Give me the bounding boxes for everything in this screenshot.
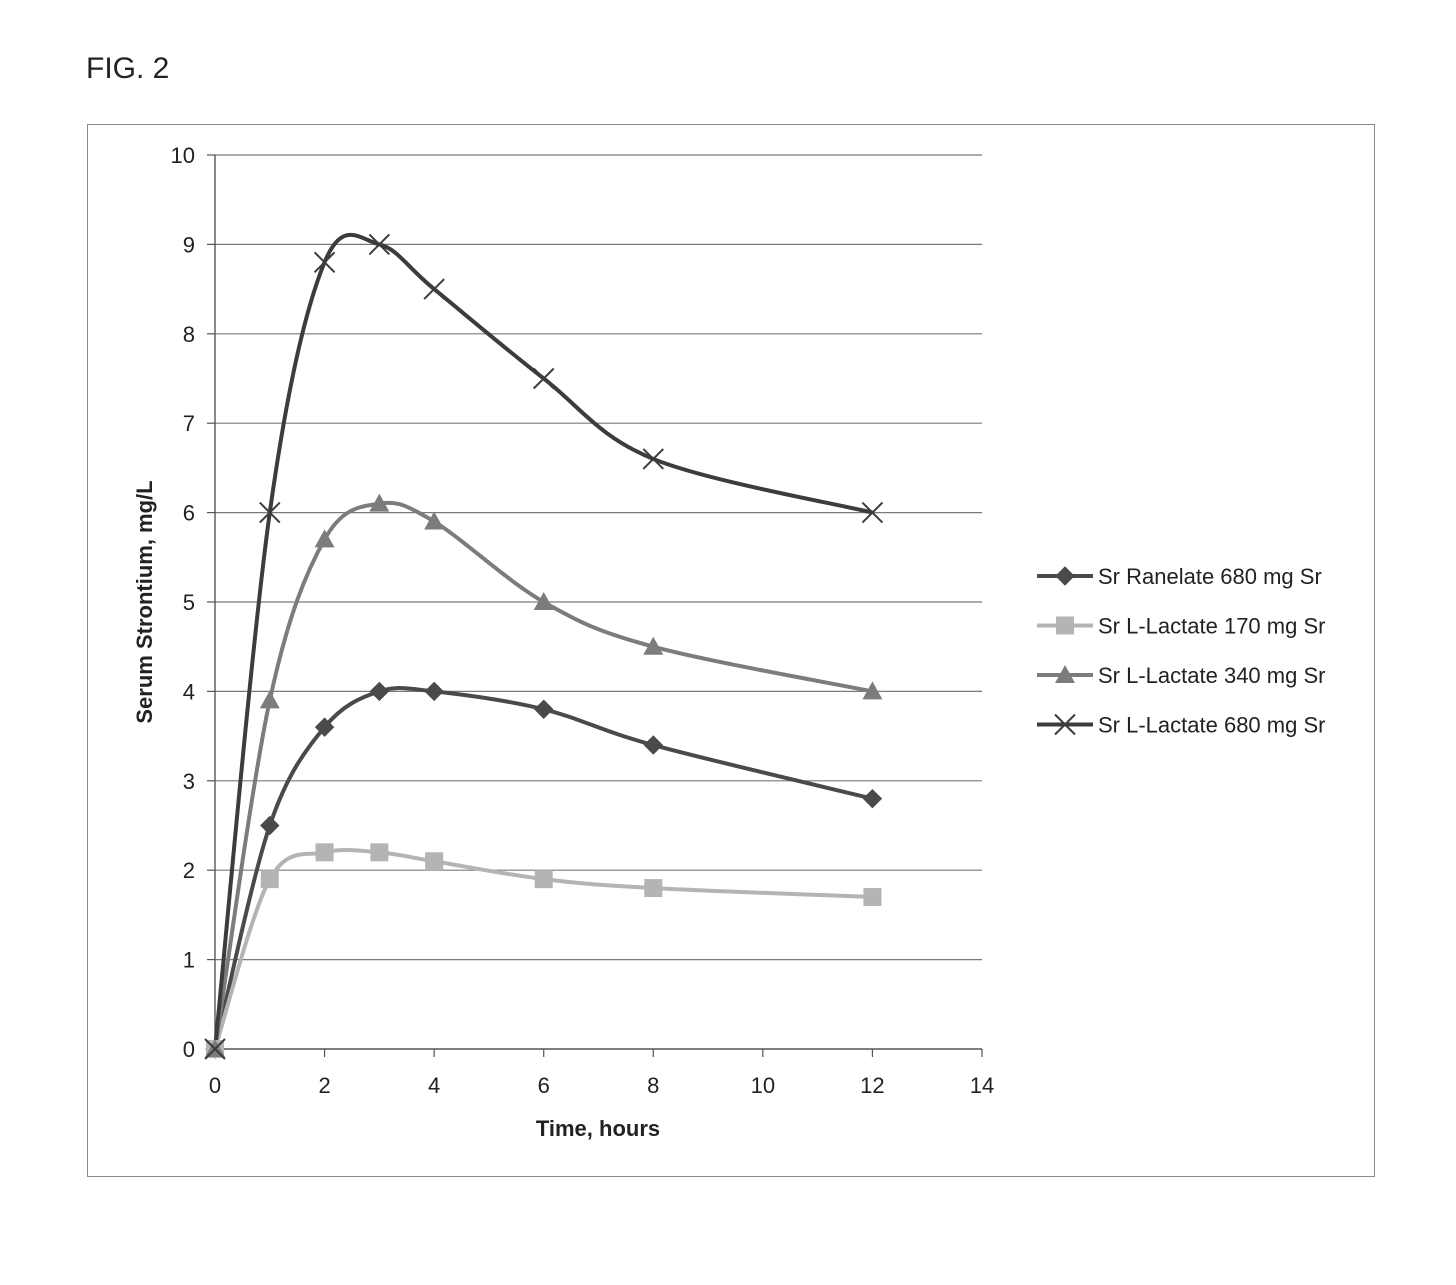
y-tick-label: 6	[183, 501, 195, 526]
y-axis-title: Serum Strontium, mg/L	[132, 480, 157, 723]
data-point-x	[533, 367, 555, 390]
data-point-triangle	[314, 529, 335, 548]
legend-marker-x	[1054, 713, 1076, 736]
y-tick-label: 3	[183, 769, 195, 794]
y-tick-label: 1	[183, 948, 195, 973]
y-tick-label: 10	[171, 143, 195, 168]
legend: Sr Ranelate 680 mg Sr Sr L-Lactate 170 mg…	[1037, 564, 1325, 738]
y-tick-label: 7	[183, 411, 195, 436]
x-axis-title: Time, hours	[536, 1116, 660, 1141]
series-lines	[213, 232, 873, 1050]
figure-label: FIG. 2	[86, 52, 170, 85]
x-tick-label: 10	[751, 1073, 775, 1098]
data-point-triangle	[862, 681, 883, 700]
data-point-square	[425, 852, 444, 871]
data-point-square	[260, 870, 279, 889]
x-tick-label: 8	[647, 1073, 659, 1098]
data-point-x	[861, 501, 884, 524]
data-point-triangle	[643, 636, 664, 655]
data-point-x	[259, 501, 281, 524]
x-tick-label: 14	[970, 1073, 994, 1098]
y-tick-label: 4	[183, 679, 195, 704]
legend-label: Sr Ranelate 680 mg Sr	[1098, 564, 1322, 589]
legend-marker-diamond	[1055, 566, 1075, 586]
data-point-diamond	[643, 735, 663, 755]
data-point-square	[534, 870, 553, 889]
grid-lines	[215, 154, 982, 961]
data-point-square	[644, 879, 663, 898]
data-point-diamond	[314, 717, 335, 737]
chart-frame	[87, 124, 1375, 1177]
data-point-diamond	[424, 681, 444, 702]
data-point-triangle	[369, 493, 390, 512]
x-tick-label: 0	[209, 1073, 221, 1098]
x-tick-label: 6	[538, 1073, 550, 1098]
legend-label: Sr L-Lactate 170 mg Sr	[1098, 614, 1325, 639]
y-tick-label: 8	[183, 322, 195, 347]
data-point-x	[642, 448, 664, 470]
y-tick-label: 0	[183, 1037, 195, 1062]
legend-label: Sr L-Lactate 680 mg Sr	[1098, 713, 1325, 738]
data-point-diamond	[534, 699, 554, 719]
data-point-x	[313, 251, 336, 273]
data-point-square	[863, 888, 882, 907]
x-tick-label: 4	[428, 1073, 440, 1098]
legend-marker-triangle	[1055, 665, 1075, 683]
data-point-triangle	[259, 690, 280, 709]
legend-marker-square	[1056, 616, 1074, 635]
data-point-diamond	[369, 681, 390, 702]
series-markers	[204, 233, 884, 1060]
data-point-square	[370, 843, 389, 862]
x-tick-label: 12	[860, 1073, 884, 1098]
series-line-x	[213, 232, 873, 1050]
data-point-diamond	[862, 788, 883, 809]
x-tick-label: 2	[318, 1073, 330, 1098]
y-tick-label: 2	[183, 858, 195, 883]
legend-label: Sr L-Lactate 340 mg Sr	[1098, 663, 1325, 688]
data-point-x	[204, 1038, 226, 1060]
data-point-x	[423, 278, 445, 300]
series-line-diamond	[213, 685, 873, 1050]
y-tick-label: 9	[183, 232, 195, 257]
data-point-square	[315, 843, 334, 862]
data-point-triangle	[533, 592, 554, 610]
data-point-triangle	[424, 511, 445, 530]
data-point-x	[368, 233, 391, 256]
y-tick-label: 5	[183, 590, 195, 615]
data-point-diamond	[260, 815, 280, 836]
